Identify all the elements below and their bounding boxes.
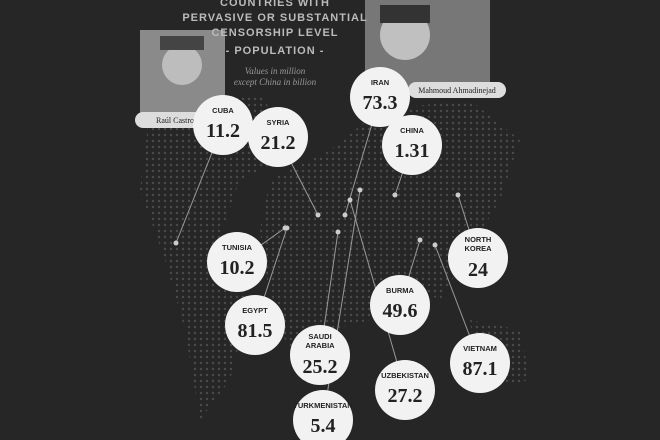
- country-value: 27.2: [388, 385, 423, 407]
- map-dot: [335, 229, 341, 235]
- caption: Raúl Castro: [156, 116, 194, 125]
- country: CHINA 1.31: [382, 115, 442, 175]
- name-part: ARABIA: [305, 341, 335, 350]
- country-circle: [450, 333, 510, 393]
- country-circle: [207, 232, 267, 292]
- note-line: except China in billion: [234, 77, 317, 87]
- map-dot: [432, 242, 438, 248]
- country: TUNISIA 10.2: [207, 232, 267, 292]
- country-name: EGYPT: [242, 306, 268, 315]
- name-part: NORTH: [465, 235, 492, 244]
- name-part: KOREA: [464, 244, 492, 253]
- country-circle: [225, 295, 285, 355]
- country-value: 1.31: [395, 140, 430, 162]
- map-dot: [315, 212, 321, 218]
- country: IRAN 73.3: [350, 67, 410, 127]
- title-line: CENSORSHIP LEVEL: [211, 27, 338, 39]
- country-circle: [193, 95, 253, 155]
- map-dot: [392, 192, 398, 198]
- country-name: TURKMENISTAN: [293, 401, 352, 410]
- country-value: 25.2: [303, 356, 338, 378]
- country: VIETNAM 87.1: [450, 333, 510, 393]
- country-name: NORTH KOREA: [464, 235, 492, 253]
- country: TURKMENISTAN 5.4: [293, 390, 353, 440]
- country: SYRIA 21.2: [248, 107, 308, 167]
- country-name: SYRIA: [267, 118, 291, 127]
- country-circle: [293, 390, 353, 440]
- country-value: 11.2: [206, 120, 240, 142]
- country-name: CHINA: [400, 126, 424, 135]
- country-name: TUNISIA: [222, 243, 253, 252]
- name-part: SAUDI: [308, 332, 331, 341]
- caption: Mahmoud Ahmadinejad: [418, 86, 496, 95]
- country-value: 10.2: [220, 257, 255, 279]
- country-circle: [448, 228, 508, 288]
- country-name: BURMA: [386, 286, 414, 295]
- map-dot: [417, 237, 423, 243]
- country-circle: [290, 325, 350, 385]
- map-dot: [173, 240, 179, 246]
- country-value: 73.3: [363, 92, 398, 114]
- subtitle: - POPULATION -: [226, 45, 325, 57]
- country-name: IRAN: [371, 78, 389, 87]
- country: SAUDI ARABIA 25.2: [290, 325, 350, 385]
- photo-left: Raúl Castro: [135, 30, 225, 128]
- map-dot: [357, 187, 363, 193]
- country: NORTH KOREA 24: [448, 228, 508, 288]
- country-circle: [382, 115, 442, 175]
- country-circle: [370, 275, 430, 335]
- country: EGYPT 81.5: [225, 295, 285, 355]
- country-value: 21.2: [261, 132, 296, 154]
- country-markers: CUBA 11.2 SYRIA 21.2 IRAN 73.3 CHINA 1.31 TUNISI…: [193, 67, 510, 440]
- map-dot: [455, 192, 461, 198]
- map-dot: [342, 212, 348, 218]
- country: UZBEKISTAN 27.2: [375, 360, 435, 420]
- title-line: PERVASIVE OR SUBSTANTIAL: [182, 12, 367, 24]
- country-value: 5.4: [311, 415, 336, 437]
- country: BURMA 49.6: [370, 275, 430, 335]
- country-value: 87.1: [463, 358, 498, 380]
- country-circle: [350, 67, 410, 127]
- country-value: 24: [468, 259, 488, 281]
- note-line: Values in million: [245, 66, 306, 76]
- country-name: VIETNAM: [463, 344, 497, 353]
- title-line: COUNTRIES WITH: [220, 0, 330, 9]
- country-name: CUBA: [212, 106, 234, 115]
- country-name: SAUDI ARABIA: [305, 332, 335, 350]
- map-dot: [347, 197, 353, 203]
- country-name: UZBEKISTAN: [381, 371, 429, 380]
- map-dot: [284, 225, 290, 231]
- country: CUBA 11.2: [193, 95, 253, 155]
- country-value: 81.5: [238, 320, 273, 342]
- country-circle: [248, 107, 308, 167]
- country-circle: [375, 360, 435, 420]
- country-value: 49.6: [383, 300, 418, 322]
